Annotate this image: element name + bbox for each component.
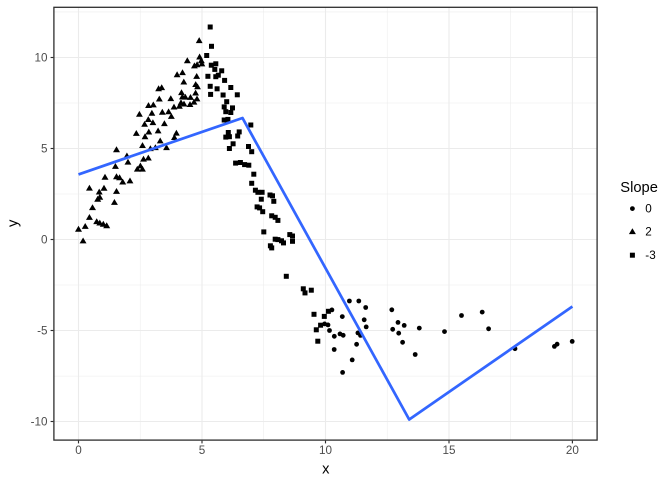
svg-text:0: 0 (75, 444, 82, 457)
svg-text:10: 10 (34, 52, 48, 65)
svg-text:15: 15 (442, 444, 456, 457)
svg-text:5: 5 (199, 444, 206, 457)
svg-text:20: 20 (566, 444, 580, 457)
svg-text:5: 5 (41, 143, 48, 156)
svg-text:0: 0 (645, 203, 652, 216)
svg-text:2: 2 (645, 226, 652, 239)
svg-text:-3: -3 (645, 249, 655, 262)
svg-text:y: y (5, 219, 21, 227)
svg-text:-10: -10 (31, 416, 48, 429)
svg-text:x: x (322, 461, 330, 477)
svg-text:0: 0 (41, 234, 48, 247)
svg-text:10: 10 (319, 444, 333, 457)
svg-text:-5: -5 (37, 325, 48, 338)
svg-text:Slope: Slope (620, 180, 658, 196)
